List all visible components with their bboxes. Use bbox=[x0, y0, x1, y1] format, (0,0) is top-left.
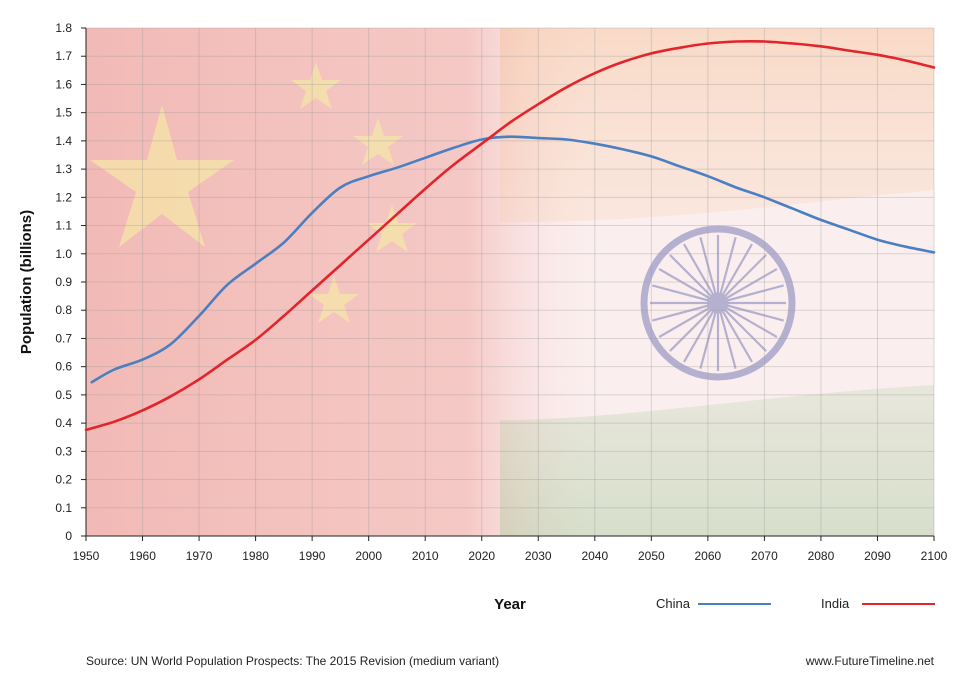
y-tick-label: 1.8 bbox=[55, 21, 72, 35]
y-tick-label: 0.9 bbox=[55, 275, 72, 289]
y-tick-label: 1.2 bbox=[55, 190, 72, 204]
saffron-band bbox=[500, 28, 934, 222]
series-line-india bbox=[84, 39, 936, 432]
y-tick-label: 0.8 bbox=[55, 303, 72, 317]
x-tick-label: 2040 bbox=[581, 549, 608, 563]
x-axis-title: Year bbox=[494, 596, 526, 613]
china-stars bbox=[90, 62, 417, 323]
y-tick-label: 1.4 bbox=[55, 134, 72, 148]
ashoka-chakra-icon bbox=[640, 225, 796, 381]
y-tick-label: 1.7 bbox=[55, 49, 72, 63]
chakra-spoke bbox=[717, 302, 778, 338]
x-tick-label: 2020 bbox=[468, 549, 495, 563]
chakra-spoke bbox=[717, 301, 784, 322]
y-tick-label: 1.6 bbox=[55, 77, 72, 91]
series-lines bbox=[84, 39, 936, 432]
x-tick-label: 2060 bbox=[695, 549, 722, 563]
legend-label-india: India bbox=[821, 596, 850, 611]
series-line-china bbox=[90, 135, 936, 384]
x-axis-ticks: 1950 1960 1970 1980 1990 2000 2010 2020 2030 2040… bbox=[73, 536, 948, 563]
legend-label-china: China bbox=[656, 596, 691, 611]
x-tick-label: 2050 bbox=[638, 549, 665, 563]
x-tick-label: 2000 bbox=[355, 549, 382, 563]
x-tick-label: 2030 bbox=[525, 549, 552, 563]
green-band bbox=[500, 385, 934, 536]
small-star-icon bbox=[309, 276, 359, 323]
small-star-icon bbox=[367, 205, 417, 252]
x-tick-label: 1960 bbox=[129, 549, 156, 563]
chakra-spoke bbox=[652, 284, 719, 305]
chakra-spoke bbox=[717, 254, 767, 304]
chakra-spoke bbox=[652, 301, 719, 322]
y-tick-label: 1.3 bbox=[55, 162, 72, 176]
x-tick-label: 2010 bbox=[412, 549, 439, 563]
y-tick-label: 0.5 bbox=[55, 388, 72, 402]
x-tick-label: 2100 bbox=[921, 549, 948, 563]
source-note: Source: UN World Population Prospects: T… bbox=[86, 654, 500, 668]
y-tick-label: 1.0 bbox=[55, 247, 72, 261]
x-tick-label: 1980 bbox=[242, 549, 269, 563]
x-tick-label: 1950 bbox=[73, 549, 100, 563]
x-tick-label: 2090 bbox=[864, 549, 891, 563]
website-credit: www.FutureTimeline.net bbox=[805, 654, 934, 668]
large-star-icon bbox=[90, 105, 234, 247]
chakra-spoke bbox=[717, 243, 753, 304]
chakra-spoke bbox=[683, 243, 719, 304]
x-tick-label: 2070 bbox=[751, 549, 778, 563]
chakra-spoke bbox=[716, 302, 737, 369]
chakra-spoke bbox=[717, 284, 784, 305]
chakra-spoke bbox=[658, 302, 719, 338]
chakra-spoke bbox=[699, 302, 720, 369]
small-star-icon bbox=[353, 118, 403, 165]
y-tick-label: 1.5 bbox=[55, 106, 72, 120]
y-tick-label: 0.1 bbox=[55, 501, 72, 515]
y-tick-label: 0.2 bbox=[55, 473, 72, 487]
y-axis-title: Population (billions) bbox=[18, 210, 35, 354]
y-tick-label: 1.1 bbox=[55, 219, 72, 233]
chakra-spoke bbox=[669, 302, 719, 352]
chakra-spoke bbox=[717, 302, 767, 352]
y-tick-label: 0.4 bbox=[55, 416, 72, 430]
chakra-spoke bbox=[717, 268, 778, 304]
chakra-spoke bbox=[683, 302, 719, 363]
y-tick-label: 0.6 bbox=[55, 360, 72, 374]
chakra-spoke bbox=[717, 302, 753, 363]
india-flag-bands bbox=[500, 28, 934, 536]
x-tick-label: 2080 bbox=[808, 549, 835, 563]
chakra-spoke bbox=[716, 237, 737, 304]
x-tick-label: 1970 bbox=[186, 549, 213, 563]
y-tick-label: 0 bbox=[65, 529, 72, 543]
y-axis-ticks: 0 0.1 0.2 0.3 0.4 0.5 0.6 0.7 0.8 0.9 1.0 1.1 1.2 1.3… bbox=[55, 21, 86, 543]
chakra-spoke bbox=[699, 237, 720, 304]
x-tick-label: 1990 bbox=[299, 549, 326, 563]
y-tick-label: 0.7 bbox=[55, 331, 72, 345]
small-star-icon bbox=[291, 62, 341, 109]
chakra-spoke bbox=[658, 268, 719, 304]
legend: China India bbox=[656, 596, 935, 611]
y-tick-label: 0.3 bbox=[55, 444, 72, 458]
flag-background bbox=[86, 28, 934, 536]
chakra-spoke bbox=[669, 254, 719, 304]
